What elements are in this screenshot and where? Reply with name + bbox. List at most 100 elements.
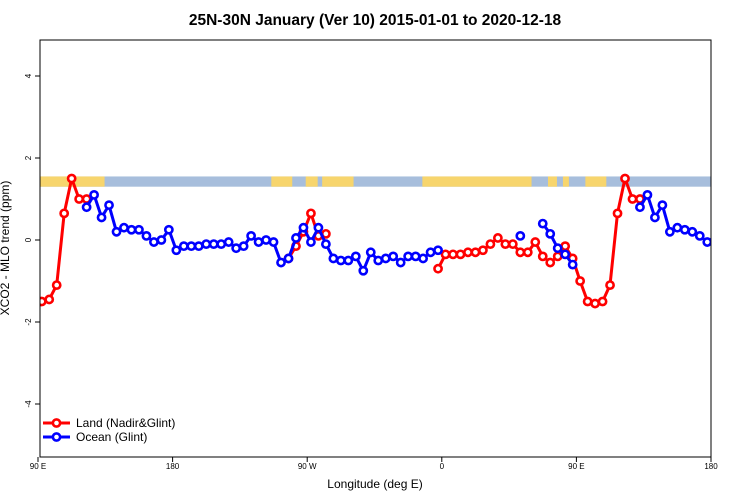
series-layer bbox=[40, 173, 711, 309]
land-ocean-bar bbox=[40, 176, 711, 187]
land-point bbox=[66, 173, 77, 184]
x-tick-label: 180 bbox=[704, 462, 718, 471]
land-point bbox=[500, 239, 511, 249]
land-point bbox=[51, 280, 62, 290]
legend: Land (Nadir&Glint)Ocean (Glint) bbox=[43, 416, 175, 444]
ocean-point bbox=[156, 235, 167, 245]
ocean-point bbox=[552, 243, 563, 254]
ocean-point bbox=[111, 226, 122, 237]
land-point bbox=[612, 208, 623, 219]
ocean-point bbox=[298, 222, 309, 233]
land-point bbox=[530, 237, 541, 247]
ocean-point bbox=[126, 224, 137, 235]
legend-land-marker bbox=[51, 418, 62, 428]
ocean-point bbox=[313, 222, 324, 233]
ocean-point bbox=[657, 200, 668, 211]
land-point bbox=[590, 298, 600, 309]
ocean-point bbox=[193, 241, 204, 252]
y-tick-label: -4 bbox=[24, 400, 33, 408]
y-tick-label: 2 bbox=[24, 155, 33, 160]
ocean-point bbox=[560, 249, 571, 260]
ocean-point bbox=[350, 251, 361, 262]
ocean-point bbox=[702, 237, 711, 247]
ocean-point bbox=[373, 255, 384, 266]
ocean-point bbox=[694, 230, 705, 241]
legend-ocean-marker bbox=[51, 432, 62, 442]
ocean-point bbox=[635, 202, 645, 213]
axes: 90 E 180 90 W 0 90 E 180 -4 -2 0 2 4 bbox=[24, 39, 718, 471]
land-point bbox=[455, 249, 466, 260]
ocean-point bbox=[380, 253, 391, 264]
land-point bbox=[522, 247, 533, 258]
land-point bbox=[627, 194, 638, 204]
land-point bbox=[492, 233, 503, 243]
ocean-point bbox=[433, 245, 443, 256]
ocean-point bbox=[261, 235, 271, 245]
ocean-point bbox=[679, 224, 690, 235]
ocean-point bbox=[537, 218, 548, 229]
ocean-point bbox=[291, 233, 301, 243]
ocean-point bbox=[642, 189, 653, 200]
land-band-segment bbox=[271, 176, 293, 187]
x-tick-label: 0 bbox=[440, 462, 445, 471]
ocean-point bbox=[253, 237, 264, 247]
legend-land-label: Land (Nadir&Glint) bbox=[76, 416, 175, 430]
ocean-point bbox=[567, 259, 578, 270]
ocean-point bbox=[328, 253, 339, 264]
ocean-point bbox=[231, 243, 242, 254]
ocean-point bbox=[388, 251, 399, 262]
x-tick-label: 90 E bbox=[568, 462, 584, 471]
land-point bbox=[478, 245, 488, 256]
land-point bbox=[74, 194, 85, 204]
ocean-point bbox=[672, 222, 683, 233]
ocean-point bbox=[186, 241, 197, 252]
land-series-line bbox=[40, 177, 642, 306]
ocean-point bbox=[201, 239, 212, 249]
land-point bbox=[44, 294, 55, 305]
x-tick-label: 90 E bbox=[30, 462, 46, 471]
y-axis-label: XCO2 - MLO trend (ppm) bbox=[0, 181, 12, 316]
ocean-point bbox=[410, 251, 421, 262]
ocean-point bbox=[171, 245, 182, 256]
ocean-point bbox=[650, 212, 660, 223]
land-point bbox=[597, 296, 608, 307]
ocean-point bbox=[395, 257, 406, 268]
x-tick-label: 90 W bbox=[298, 462, 317, 471]
ocean-point bbox=[515, 230, 526, 241]
ocean-point bbox=[358, 265, 369, 276]
land-point bbox=[433, 263, 443, 274]
land-band-segment bbox=[547, 176, 557, 187]
y-tick-label: 4 bbox=[24, 73, 33, 78]
land-point bbox=[59, 208, 70, 219]
y-tick-label: -2 bbox=[24, 318, 33, 326]
x-axis-label: Longitude (deg E) bbox=[327, 477, 422, 491]
plot-frame bbox=[39, 39, 712, 458]
ocean-point bbox=[664, 226, 675, 237]
ocean-point bbox=[208, 239, 219, 249]
land-point bbox=[552, 251, 563, 262]
land-point bbox=[620, 173, 630, 184]
ocean-point bbox=[365, 247, 376, 258]
ocean-point bbox=[149, 237, 159, 247]
land-point bbox=[463, 247, 473, 258]
ocean-point bbox=[545, 228, 556, 239]
x-tick-label: 180 bbox=[166, 462, 180, 471]
ocean-point bbox=[238, 241, 249, 252]
land-band-segment bbox=[562, 176, 569, 187]
ocean-point bbox=[403, 251, 414, 262]
land-point bbox=[40, 296, 47, 307]
ocean-point bbox=[283, 253, 294, 264]
ocean-point bbox=[320, 239, 331, 249]
ocean-point bbox=[709, 236, 711, 244]
land-point bbox=[575, 276, 586, 286]
land-point bbox=[485, 239, 496, 249]
legend-ocean-label: Ocean (Glint) bbox=[76, 430, 147, 444]
land-band-segment bbox=[585, 176, 607, 187]
ocean-point bbox=[276, 257, 286, 268]
ocean-point bbox=[418, 253, 429, 264]
land-point bbox=[537, 251, 548, 262]
ocean-point bbox=[104, 200, 114, 211]
ocean-point bbox=[134, 224, 144, 235]
ocean-point bbox=[223, 237, 234, 247]
land-point bbox=[515, 247, 526, 258]
